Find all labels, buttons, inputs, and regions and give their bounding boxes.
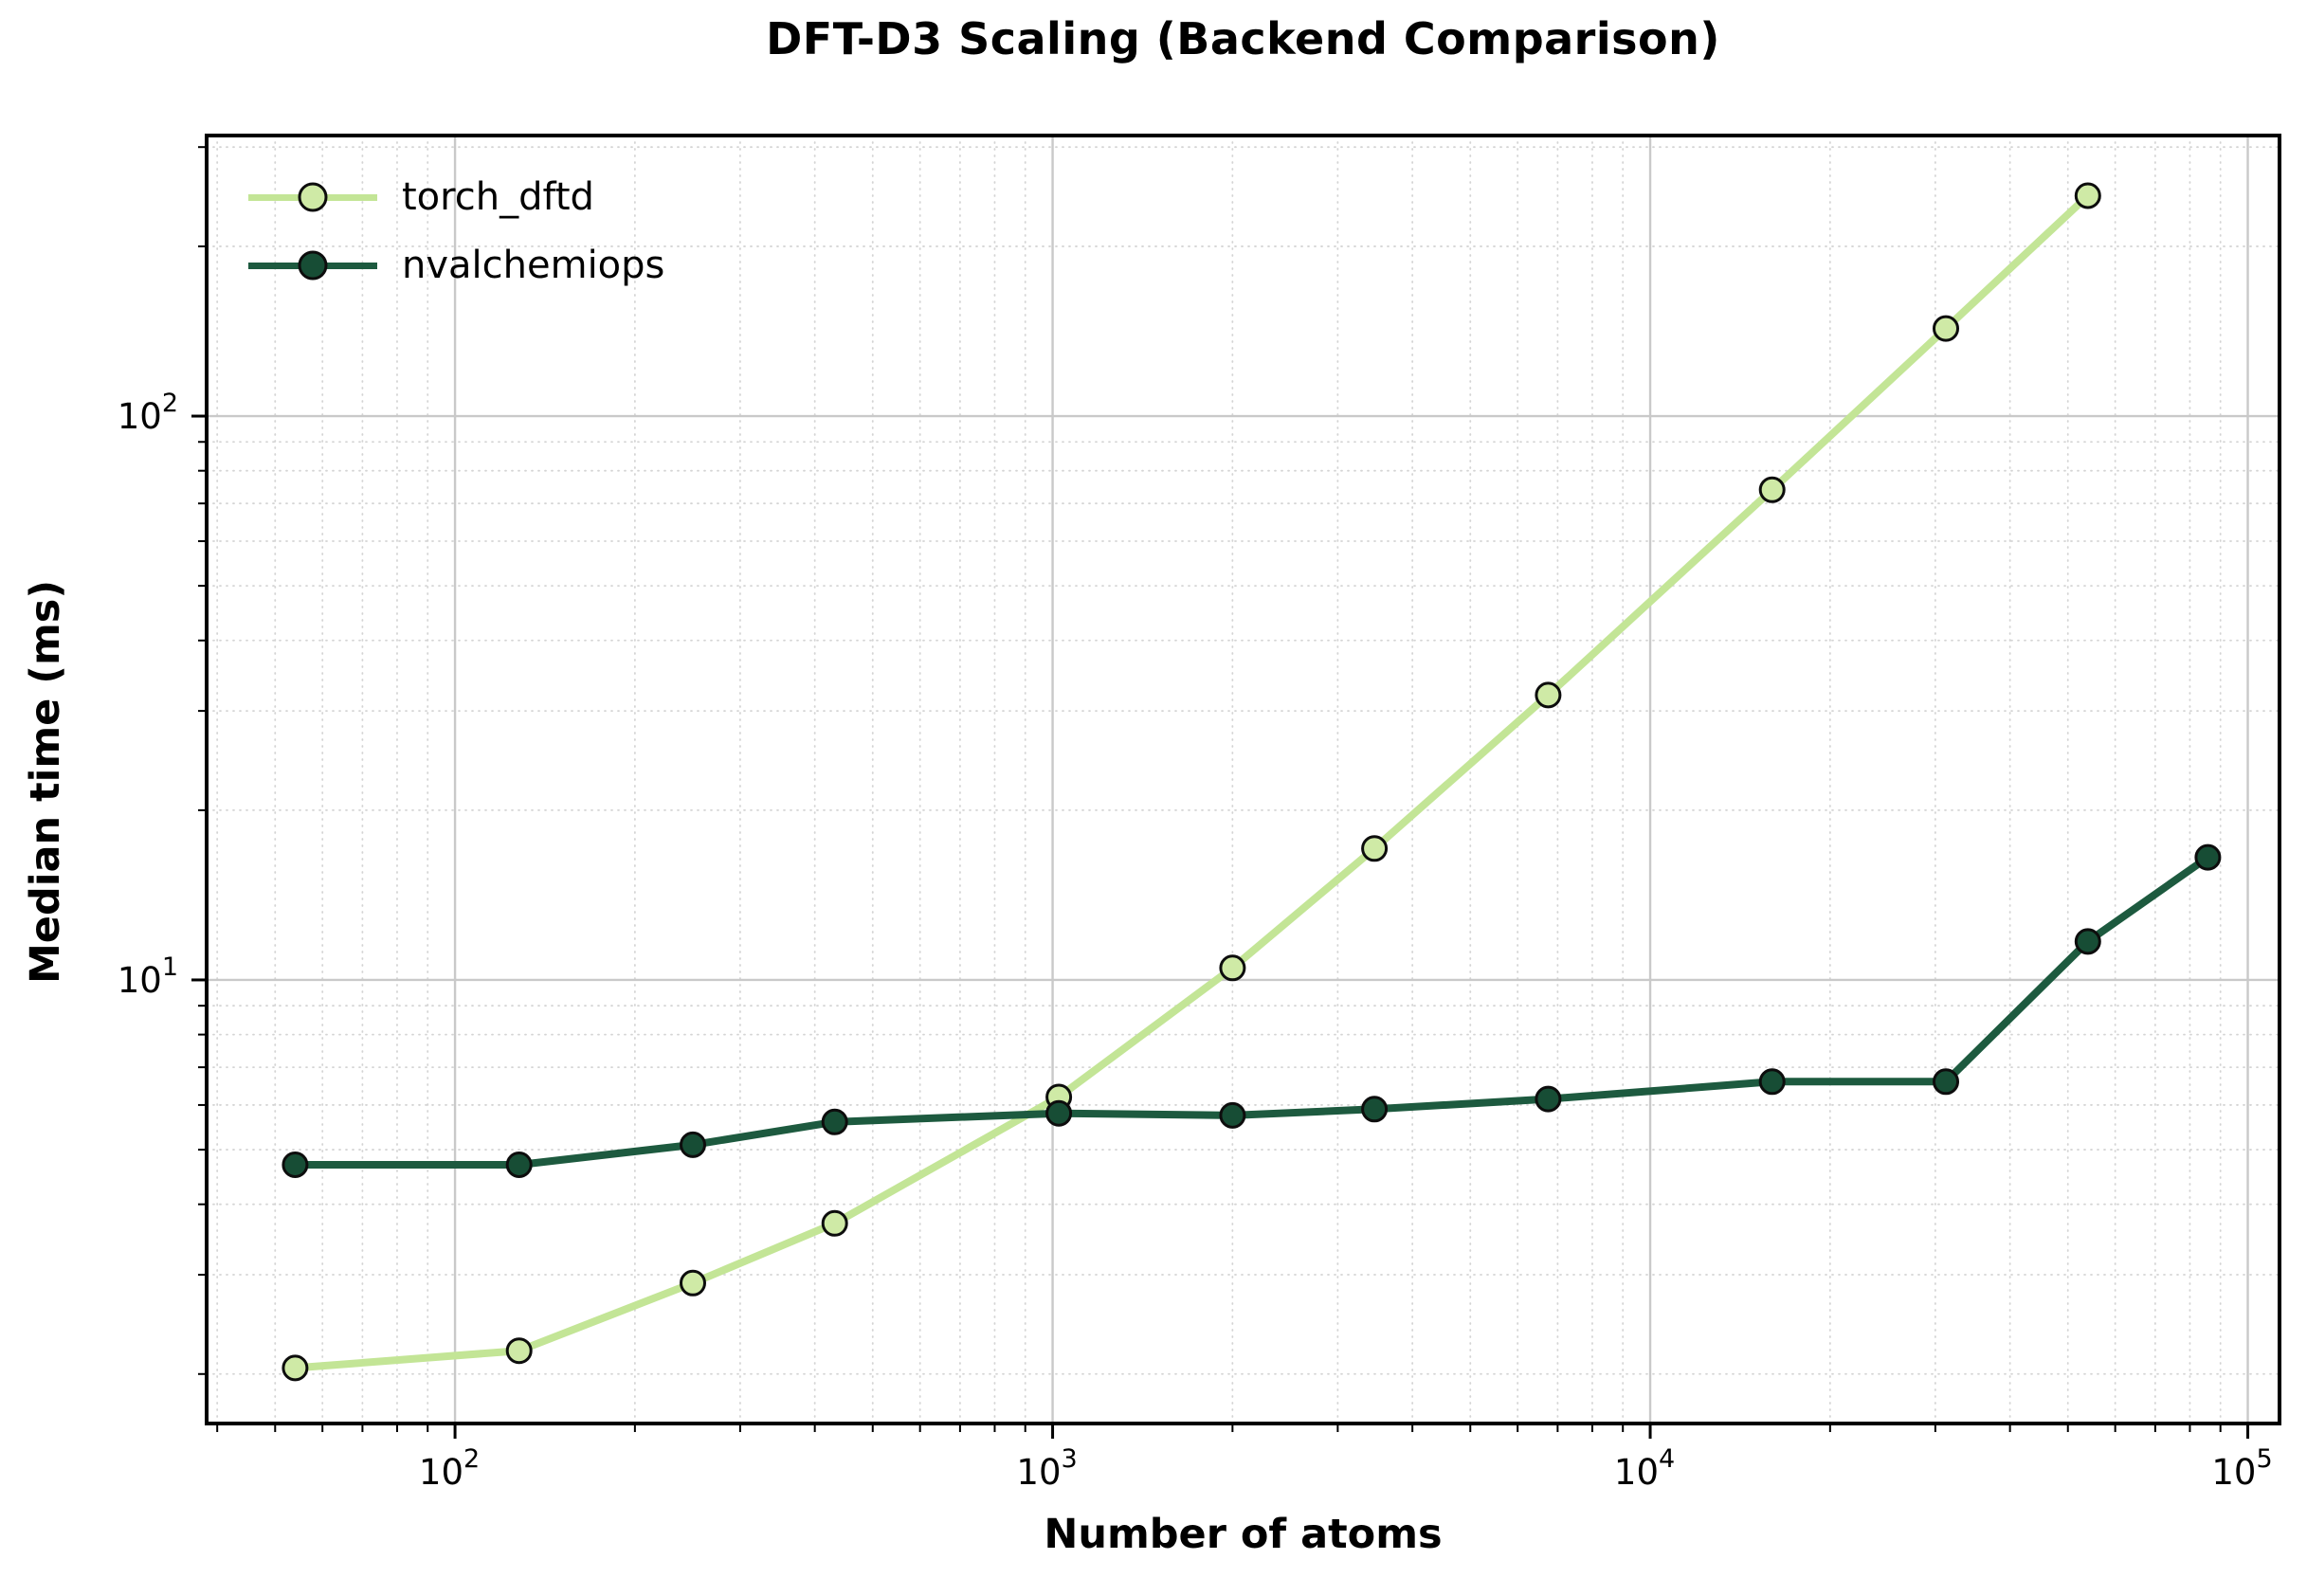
legend-entry-torch-dftd: torch_dftd [248, 174, 664, 220]
y-tick-labels: 101 102 [118, 389, 178, 1001]
legend-entry-nvalchemiops: nvalchemiops [248, 243, 664, 288]
legend: torch_dftd nvalchemiops [248, 174, 664, 288]
series-torch_dftd-line [291, 191, 2092, 1372]
x-tick-labels: 102 103 104 105 [419, 1444, 2273, 1493]
y-axis-label: Median time (ms) [22, 580, 69, 985]
axis-ticks [191, 414, 2250, 1439]
minor-gridlines [206, 135, 2280, 1424]
axis-minor-ticks [198, 146, 2222, 1432]
tick-label: 103 [1016, 1444, 1077, 1493]
legend-label-torch-dftd: torch_dftd [402, 175, 594, 219]
series-nvalchemiops-markers [282, 843, 2222, 1178]
torch-dftd-marker-icon [298, 182, 328, 212]
chart-title: DFT-D3 Scaling (Backend Comparison) [766, 13, 1720, 64]
tick-label: 102 [419, 1444, 480, 1493]
series-nvalchemiops-line [291, 853, 2212, 1169]
nvalchemiops-marker-icon [298, 250, 328, 281]
major-gridlines [207, 136, 2280, 1424]
series-torch_dftd-markers [282, 182, 2101, 1382]
x-axis-label: Number of atoms [1044, 1511, 1443, 1558]
tick-label: 102 [118, 389, 178, 437]
tick-label: 105 [2211, 1444, 2272, 1493]
nvalchemiops-line-sample [248, 250, 377, 281]
plot-frame [205, 134, 2281, 1425]
tick-label: 104 [1614, 1444, 1675, 1493]
torch-dftd-line-sample [248, 182, 377, 212]
tick-label: 101 [118, 952, 178, 1001]
legend-label-nvalchemiops: nvalchemiops [402, 244, 665, 287]
